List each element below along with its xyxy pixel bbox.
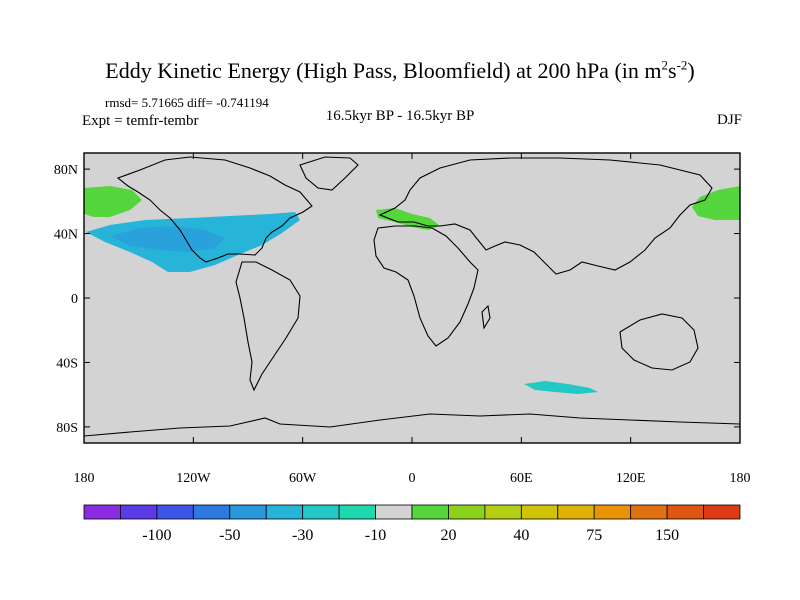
- colorbar-label: 150: [655, 527, 679, 544]
- colorbar-label: 40: [513, 527, 529, 544]
- colorbar-box: [120, 504, 158, 520]
- lon-tick-label: 120W: [176, 471, 211, 486]
- colorbar-box: [302, 504, 340, 520]
- lon-tick-label: 180: [730, 471, 751, 486]
- colorbar-box: [265, 504, 304, 520]
- colorbar-box: [229, 504, 267, 520]
- colorbar-box: [411, 504, 449, 520]
- axis-ticks: 80N 40N 0 40S 80S 180 120W 60W 0 60E 120E 180: [54, 153, 751, 486]
- north-america-coast: [116, 156, 313, 263]
- north-america-cyan-core: [110, 226, 225, 252]
- eurasia-coast: [378, 157, 713, 275]
- experiment-label: Expt = temfr-tembr: [82, 113, 199, 129]
- colorbar-box: [520, 504, 559, 520]
- north-pacific-west-green: [84, 186, 142, 217]
- lat-tick-label: 40N: [54, 228, 78, 243]
- stats-text: rmsd= 5.71665 diff= -0.741194: [105, 95, 269, 110]
- antarctica-coast: [84, 413, 740, 437]
- colorbar-box: [192, 504, 231, 520]
- colorbar-label: 75: [586, 527, 602, 544]
- lat-tick-label: 40S: [56, 356, 78, 371]
- africa-coast: [373, 225, 479, 347]
- madagascar-coast: [481, 304, 491, 330]
- colorbar-box: [484, 504, 522, 520]
- lon-tick-label: 60W: [289, 471, 317, 486]
- colorbar-label: -30: [292, 527, 313, 544]
- lon-tick-label: 120E: [616, 471, 646, 486]
- australia-coast: [619, 313, 699, 371]
- colorbar-box: [703, 504, 741, 520]
- north-pacific-east-green: [692, 186, 740, 220]
- colorbar-label: -100: [142, 527, 171, 544]
- colorbar-box: [375, 504, 413, 520]
- colorbar-box: [666, 504, 704, 520]
- colorbar-box: [593, 504, 632, 520]
- season-label: DJF: [716, 112, 742, 128]
- colorbar: -100 -50 -30 -10 20 40 75 150: [83, 504, 741, 544]
- south-america-coast: [235, 261, 301, 392]
- colorbar-box: [83, 504, 121, 520]
- colorbar-box: [156, 504, 194, 520]
- center-label: 16.5kyr BP - 16.5kyr BP: [325, 108, 475, 124]
- colorbar-box: [630, 504, 668, 520]
- colorbar-box: [448, 504, 486, 520]
- lon-tick-label: 0: [409, 471, 416, 486]
- colorbar-label: -10: [365, 527, 386, 544]
- greenland-coast: [299, 156, 359, 191]
- lon-tick-label: 60E: [510, 471, 533, 486]
- map-title: Eddy Kinetic Energy (High Pass, Bloomfie…: [105, 57, 695, 83]
- map-background: [84, 153, 740, 443]
- southern-ocean-cyan: [524, 381, 598, 394]
- colorbar-box: [557, 504, 595, 520]
- lat-tick-label: 80S: [56, 421, 78, 436]
- lat-tick-label: 0: [71, 292, 78, 307]
- colorbar-box: [338, 504, 376, 520]
- coastlines: [84, 156, 740, 437]
- colorbar-label: 20: [440, 527, 456, 544]
- lon-tick-label: 180: [74, 471, 95, 486]
- lat-tick-label: 80N: [54, 163, 78, 178]
- colorbar-label: -50: [219, 527, 240, 544]
